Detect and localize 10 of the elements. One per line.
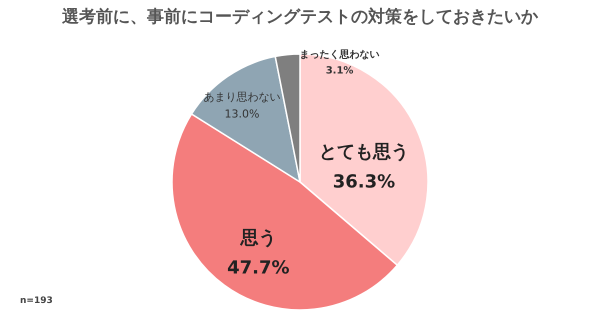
data-label: 47.7%	[227, 258, 290, 279]
data-label: 3.1%	[326, 66, 354, 77]
slice-label: 思う	[239, 228, 276, 249]
slice-label: あまり思わない	[203, 90, 280, 104]
slice-label: とても思う	[318, 142, 409, 163]
data-label: 36.3%	[332, 172, 396, 193]
data-label: 13.0%	[224, 108, 260, 121]
text: n=193	[20, 296, 53, 306]
slice-label: まったく思わない	[300, 48, 380, 61]
chart-title: 選考前に、事前にコーディングテストの対策をしておきたいか	[62, 7, 539, 27]
